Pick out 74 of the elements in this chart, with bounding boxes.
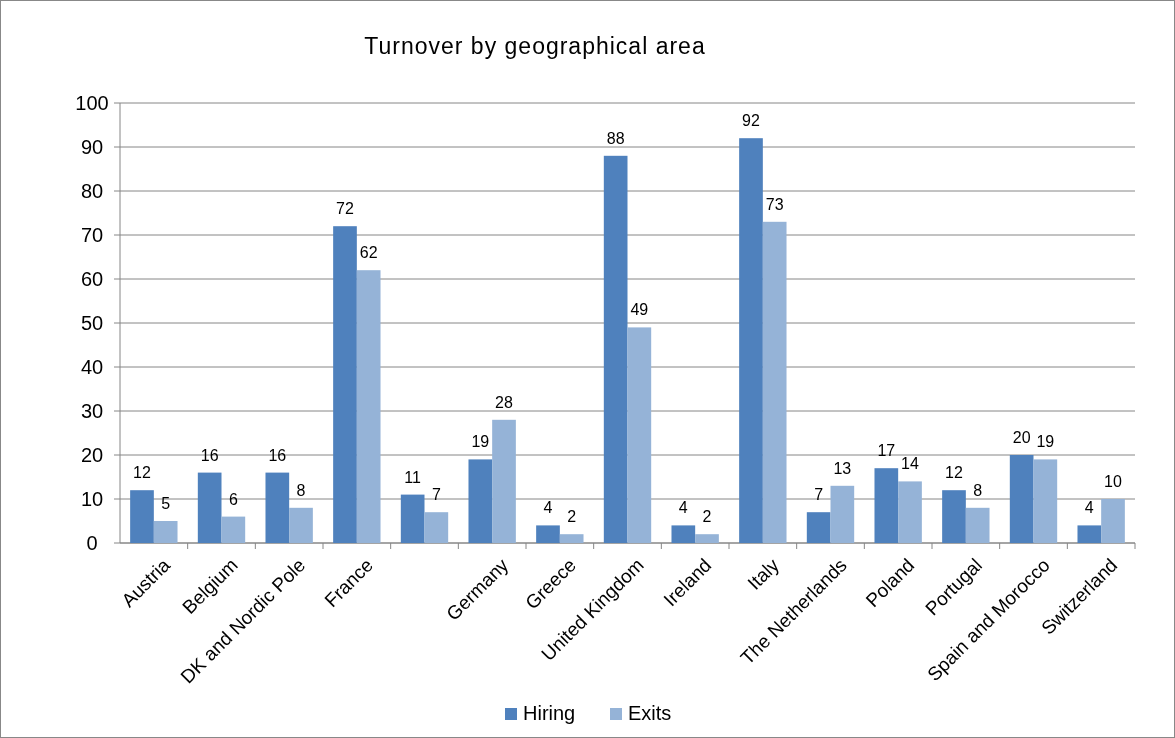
y-tick-label: 80 — [80, 180, 104, 202]
y-tick-label: 30 — [80, 400, 104, 422]
data-label: 62 — [359, 244, 378, 262]
bar — [289, 507, 313, 543]
bar — [536, 525, 560, 543]
bar — [671, 525, 696, 543]
data-label: 12 — [945, 464, 963, 482]
bar — [468, 459, 493, 543]
y-tick-label: 70 — [80, 224, 104, 246]
bar — [424, 512, 449, 543]
bar — [965, 507, 990, 543]
bar — [265, 472, 290, 543]
bar — [695, 534, 719, 543]
bar — [1009, 455, 1034, 543]
y-tick-label: 60 — [80, 268, 104, 290]
data-label: 7 — [814, 486, 824, 504]
bar — [492, 419, 516, 543]
bar — [1101, 499, 1125, 543]
y-tick-label: 0 — [86, 532, 98, 554]
chart-title: Turnover by geographical area — [364, 33, 706, 59]
bar — [559, 534, 584, 543]
data-label: 4 — [678, 499, 688, 517]
bar — [739, 138, 763, 543]
bar — [627, 327, 652, 543]
data-label: 92 — [742, 112, 760, 130]
bar — [830, 485, 855, 543]
data-label: 2 — [702, 508, 712, 526]
y-tick-label: 10 — [80, 488, 104, 510]
bar — [942, 490, 966, 543]
data-label: 4 — [543, 499, 553, 517]
bar — [130, 490, 154, 543]
bar — [400, 494, 425, 543]
y-tick-label: 50 — [80, 312, 104, 334]
bar — [874, 468, 899, 543]
data-label: 2 — [567, 508, 577, 526]
data-label: 19 — [1036, 433, 1055, 451]
data-label: 11 — [404, 468, 422, 486]
bar — [153, 521, 178, 543]
bar — [333, 226, 357, 543]
data-label: 49 — [630, 301, 649, 319]
data-label: 28 — [495, 393, 514, 411]
bar — [1077, 525, 1102, 543]
data-label: 13 — [833, 459, 852, 477]
data-label: 8 — [296, 481, 306, 499]
bar — [197, 472, 222, 543]
data-label: 14 — [901, 455, 920, 473]
bar — [806, 512, 831, 543]
y-tick-label: 100 — [75, 92, 109, 114]
data-label: 5 — [161, 495, 171, 512]
y-tick-label: 20 — [80, 444, 104, 466]
legend-label: Hiring — [523, 702, 576, 724]
bar — [221, 516, 246, 543]
data-label: 88 — [606, 129, 625, 147]
data-label: 17 — [877, 442, 896, 460]
data-label: 4 — [1084, 499, 1094, 517]
bar — [762, 221, 787, 543]
data-label: 20 — [1012, 429, 1031, 446]
data-label: 19 — [471, 433, 490, 451]
data-label: 16 — [268, 446, 287, 464]
data-label: 12 — [133, 464, 151, 482]
data-label: 7 — [431, 486, 441, 504]
bar — [603, 155, 628, 543]
data-label: 73 — [765, 195, 784, 213]
y-tick-label: 90 — [80, 136, 104, 158]
data-label: 10 — [1104, 473, 1123, 490]
data-label: 72 — [336, 200, 354, 218]
bar — [1033, 459, 1058, 543]
bar — [356, 270, 381, 543]
y-tick-label: 40 — [80, 356, 104, 378]
data-label: 6 — [228, 490, 238, 508]
data-label: 8 — [973, 481, 983, 499]
data-label: 16 — [200, 446, 219, 464]
legend-label: Exits — [628, 702, 672, 724]
bar — [898, 481, 922, 543]
